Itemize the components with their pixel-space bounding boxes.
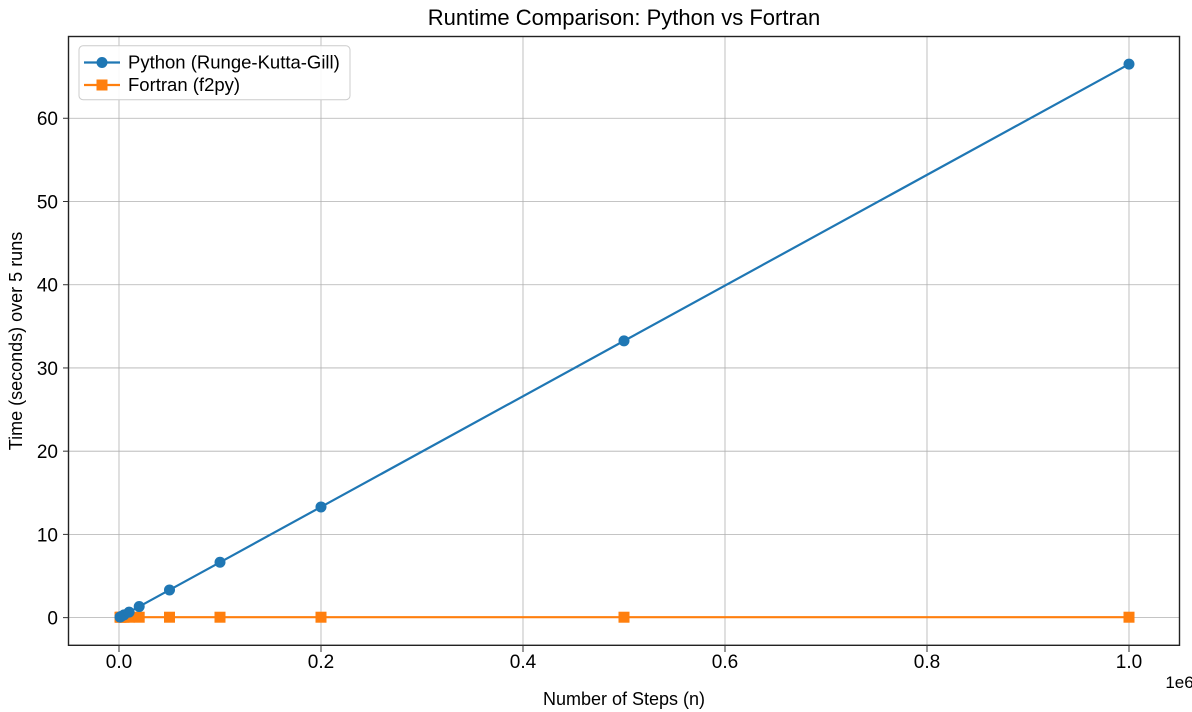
svg-text:0.4: 0.4 — [510, 652, 537, 673]
svg-text:60: 60 — [37, 109, 58, 130]
svg-text:Python (Runge-Kutta-Gill): Python (Runge-Kutta-Gill) — [128, 52, 340, 73]
svg-text:0.8: 0.8 — [914, 652, 940, 673]
svg-text:0.6: 0.6 — [712, 652, 738, 673]
svg-text:0.0: 0.0 — [106, 652, 132, 673]
svg-text:Time (seconds) over 5 runs: Time (seconds) over 5 runs — [6, 232, 26, 450]
svg-text:1e6: 1e6 — [1165, 673, 1192, 692]
svg-text:Number of Steps (n): Number of Steps (n) — [543, 689, 705, 709]
svg-text:10: 10 — [37, 525, 58, 546]
svg-text:30: 30 — [37, 359, 58, 380]
svg-text:Runtime Comparison: Python vs: Runtime Comparison: Python vs Fortran — [428, 5, 821, 30]
svg-text:Fortran (f2py): Fortran (f2py) — [128, 74, 240, 95]
svg-text:0: 0 — [47, 609, 58, 630]
svg-text:20: 20 — [37, 442, 58, 463]
svg-text:0.2: 0.2 — [308, 652, 334, 673]
svg-text:40: 40 — [37, 276, 58, 297]
svg-text:50: 50 — [37, 192, 58, 213]
svg-text:1.0: 1.0 — [1116, 652, 1142, 673]
